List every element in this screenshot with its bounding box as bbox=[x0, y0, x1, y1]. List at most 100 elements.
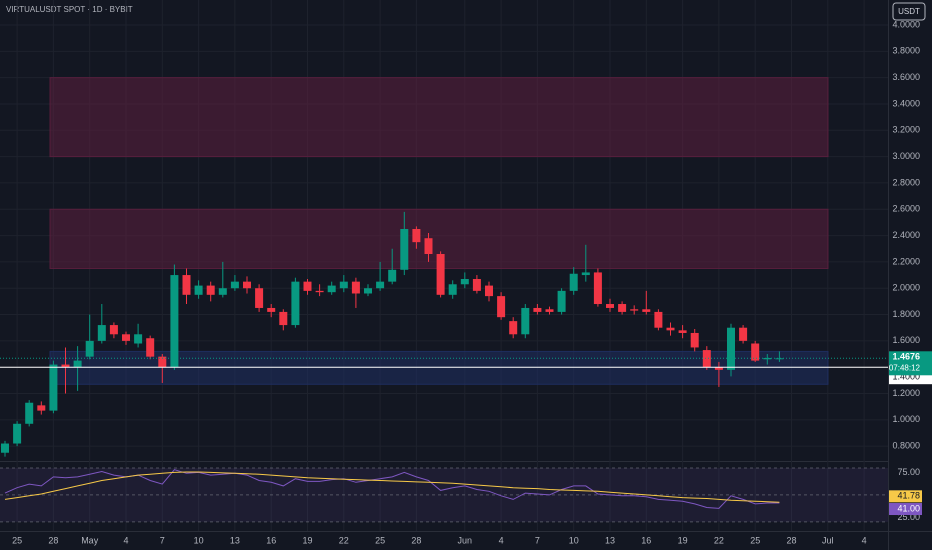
candle-body bbox=[255, 288, 264, 308]
x-tick-label: 28 bbox=[411, 535, 421, 545]
candle-body bbox=[351, 281, 360, 294]
y-tick-label: 2.8000 bbox=[892, 177, 920, 187]
y-tick-label: 2.6000 bbox=[892, 204, 920, 214]
candle-body bbox=[61, 364, 70, 368]
y-tick-label: 3.0000 bbox=[892, 151, 920, 161]
y-tick-label: 3.8000 bbox=[892, 46, 920, 56]
y-tick-label: 1.2000 bbox=[892, 388, 920, 398]
candle-body bbox=[279, 311, 288, 326]
candle-body bbox=[376, 281, 385, 289]
candle-body bbox=[182, 275, 191, 295]
x-tick-label: 4 bbox=[499, 535, 504, 545]
x-tick-label: May bbox=[81, 535, 99, 545]
candle-body bbox=[1, 443, 9, 453]
candle-body bbox=[448, 284, 457, 295]
candle-body bbox=[606, 304, 614, 308]
x-tick-label: Jul bbox=[822, 535, 834, 545]
x-tick-label: 25 bbox=[12, 535, 22, 545]
candle-body bbox=[49, 364, 58, 411]
candle-body bbox=[424, 238, 433, 255]
x-tick-label: 28 bbox=[786, 535, 796, 545]
candle-body bbox=[388, 269, 397, 282]
candle-body bbox=[775, 358, 784, 360]
candle-body bbox=[158, 356, 167, 368]
x-tick-label: 28 bbox=[48, 535, 58, 545]
y-tick-label: 3.4000 bbox=[892, 98, 920, 108]
zone bbox=[49, 350, 829, 385]
candle-body bbox=[739, 327, 748, 341]
candle-body bbox=[581, 272, 590, 276]
x-tick-label: 7 bbox=[535, 535, 540, 545]
x-tick-label: 10 bbox=[569, 535, 579, 545]
candle-body bbox=[654, 311, 663, 328]
rsi-tick-label: 25.00 bbox=[897, 512, 920, 522]
candle-body bbox=[436, 254, 445, 295]
y-tick-label: 2.0000 bbox=[892, 283, 920, 293]
x-tick-label: 19 bbox=[302, 535, 312, 545]
rsi-line bbox=[4, 471, 780, 503]
candle-body bbox=[267, 307, 276, 312]
currency[interactable]: USDT bbox=[898, 7, 920, 16]
candle-body bbox=[533, 307, 542, 312]
candle-body bbox=[315, 290, 324, 293]
x-tick-label: 10 bbox=[194, 535, 204, 545]
x-tick-label: Jun bbox=[458, 535, 473, 545]
value-label-box bbox=[889, 490, 922, 503]
x-tick-label: 7 bbox=[160, 535, 165, 545]
rsi-tick-label: 75.00 bbox=[897, 467, 920, 477]
candle-body bbox=[702, 350, 711, 368]
candle-body bbox=[763, 357, 772, 360]
y-tick-label: 0.8000 bbox=[892, 441, 920, 451]
candle-body bbox=[666, 327, 675, 331]
y-tick-label: 3.6000 bbox=[892, 72, 920, 82]
candle-body bbox=[412, 229, 421, 243]
y-tick-label: 4.0000 bbox=[892, 19, 920, 29]
x-tick-label: 25 bbox=[375, 535, 385, 545]
candle-body bbox=[630, 309, 639, 311]
candle-body bbox=[751, 343, 760, 361]
hline-label: 1.4000 bbox=[892, 372, 920, 382]
candle-body bbox=[593, 272, 602, 305]
candle-body bbox=[497, 296, 506, 318]
x-tick-label: 13 bbox=[230, 535, 240, 545]
candle-body bbox=[134, 334, 143, 344]
candle-body bbox=[714, 367, 723, 370]
candle-body bbox=[460, 279, 469, 285]
candle-body bbox=[339, 281, 348, 289]
candle-body bbox=[727, 327, 735, 370]
candle-body bbox=[303, 281, 312, 291]
candle-body bbox=[618, 304, 627, 312]
last-price-box bbox=[889, 351, 932, 376]
candle-body bbox=[485, 285, 493, 297]
candle-body bbox=[146, 338, 155, 357]
candle-body bbox=[557, 290, 566, 312]
countdown: 07:48:12 bbox=[889, 363, 921, 372]
candle-body bbox=[569, 273, 578, 291]
candle-body bbox=[642, 309, 651, 312]
y-tick-label: 2.4000 bbox=[892, 230, 920, 240]
candle-body bbox=[218, 288, 227, 295]
zone bbox=[49, 77, 829, 158]
x-tick-label: 4 bbox=[862, 535, 867, 545]
value-label-box bbox=[889, 503, 922, 516]
candle-body bbox=[73, 360, 82, 368]
x-tick-label: 19 bbox=[678, 535, 688, 545]
x-tick-label: 16 bbox=[266, 535, 276, 545]
currency-box[interactable] bbox=[892, 2, 926, 21]
candle-body bbox=[206, 285, 215, 295]
candle-body bbox=[327, 285, 336, 293]
candle-body bbox=[97, 325, 106, 341]
x-tick-label: 22 bbox=[339, 535, 349, 545]
x-tick-label: 25 bbox=[750, 535, 760, 545]
symbol-title: VIRTUALUSDT SPOT · 1D · BYBIT bbox=[6, 5, 133, 14]
y-tick-label: 3.2000 bbox=[892, 125, 920, 135]
y-tick-label: 1.0000 bbox=[892, 414, 920, 424]
candle-body bbox=[37, 405, 46, 411]
last-price-label: 1.4676 bbox=[892, 352, 920, 362]
candle-body bbox=[170, 275, 179, 368]
candle-body bbox=[690, 332, 699, 348]
value-label: 41.78 bbox=[897, 491, 920, 501]
candle-body bbox=[400, 229, 409, 270]
